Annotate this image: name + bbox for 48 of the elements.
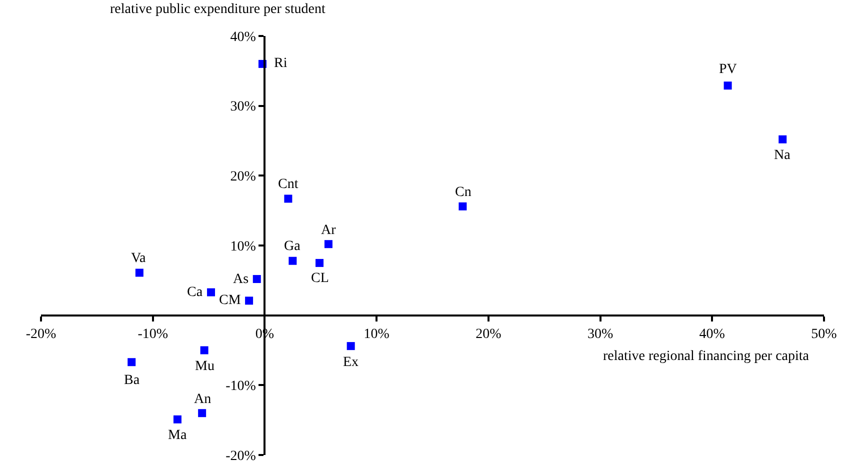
- x-tick-label: 50%: [811, 327, 838, 342]
- point: [198, 409, 206, 418]
- annotation: Mu: [195, 359, 214, 374]
- y-axis-title: relative public expenditure per student: [110, 2, 326, 17]
- x-tick-label: -20%: [26, 327, 56, 342]
- point: [135, 268, 144, 277]
- y-tick-label: 30%: [230, 100, 256, 115]
- annotation: Va: [131, 251, 147, 266]
- y-tick-label: 10%: [230, 239, 256, 254]
- x-tick-label: 40%: [699, 327, 726, 342]
- y-tick-label: 20%: [230, 170, 256, 185]
- x-tick-label: 20%: [476, 327, 502, 342]
- point: [207, 288, 216, 296]
- point: [288, 256, 297, 265]
- x-tick-label: 30%: [587, 327, 614, 342]
- point: [252, 275, 261, 284]
- point: [200, 346, 208, 354]
- point: [128, 358, 136, 366]
- annotation: Ca: [187, 285, 204, 300]
- annotation: PV: [719, 62, 737, 77]
- point: [778, 135, 787, 144]
- y-tick-label: -20%: [226, 448, 256, 464]
- point: [284, 194, 292, 203]
- point: [245, 296, 254, 305]
- point: [458, 202, 467, 210]
- annotation: Cn: [455, 185, 472, 200]
- point: [346, 342, 355, 350]
- point: [173, 415, 182, 424]
- annotation: Cnt: [278, 177, 298, 192]
- x-tick-label: -10%: [138, 327, 168, 342]
- point: [324, 240, 332, 248]
- point: [724, 82, 732, 90]
- annotation: Ma: [168, 428, 188, 443]
- annotation: Ri: [274, 56, 288, 71]
- point: [316, 258, 324, 267]
- annotation: As: [233, 272, 249, 287]
- annotation: Na: [774, 148, 792, 163]
- annotation: CM: [219, 293, 242, 308]
- annotation: Ar: [321, 223, 336, 238]
- annotation: Ga: [284, 239, 302, 254]
- y-tick-label: 40%: [230, 30, 256, 45]
- x-axis-title: relative regional financing per capita: [603, 349, 810, 364]
- annotation: Ex: [343, 355, 359, 370]
- annotation: CL: [311, 271, 329, 286]
- y-tick-label: -10%: [226, 379, 256, 394]
- annotation: Ba: [124, 373, 140, 388]
- x-tick-label: 10%: [364, 327, 390, 342]
- annotation: An: [194, 392, 212, 407]
